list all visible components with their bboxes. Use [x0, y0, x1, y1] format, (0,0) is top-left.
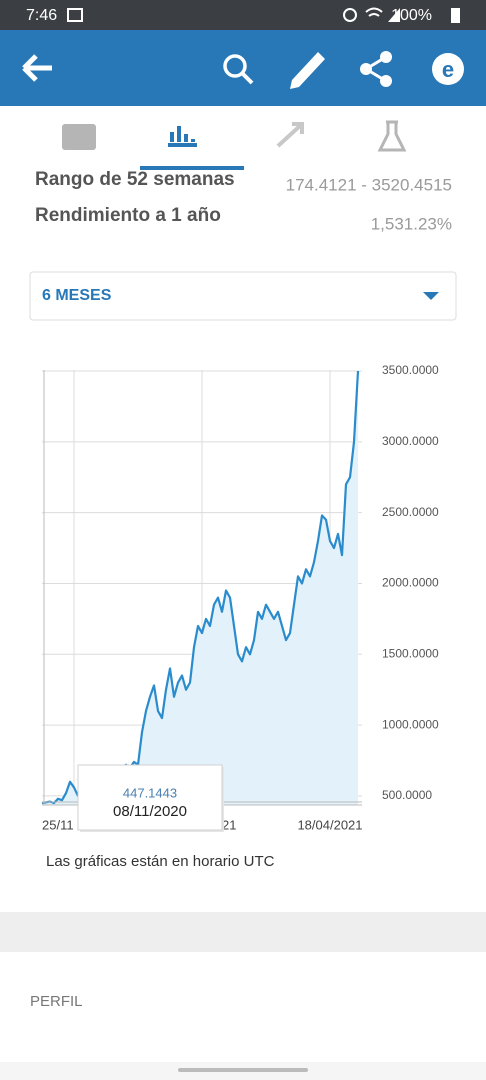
tab-chart[interactable] [168, 126, 197, 147]
status-time: 7:46 [26, 7, 57, 24]
edit-button[interactable] [290, 52, 325, 89]
y-tick-label: 1000.0000 [382, 717, 439, 731]
y-tick-label: 2000.0000 [382, 576, 439, 590]
stat-value: 1,531.23% [371, 214, 452, 233]
tooltip-value: 447.1443 [123, 785, 177, 800]
period-dropdown[interactable] [29, 271, 457, 321]
signal-icon [388, 8, 400, 22]
tooltip [77, 764, 223, 831]
battery-text: 100% [391, 7, 432, 24]
battery-icon [451, 8, 460, 23]
back-button[interactable] [22, 54, 52, 82]
stat-label: Rendimiento a 1 año [35, 205, 221, 226]
chart: 500.0000 1000.0000 1500.0000 2000.0000 2500.… [41, 360, 439, 832]
svg-text:e: e [442, 57, 454, 82]
y-tick-label: 500.0000 [382, 788, 432, 802]
gallery-icon [67, 8, 83, 22]
y-tick-label: 2500.0000 [382, 505, 439, 519]
tab-analysis[interactable] [377, 120, 407, 152]
app-bar [0, 30, 486, 106]
home-indicator [178, 1068, 308, 1072]
tab-technical[interactable] [276, 122, 304, 148]
tooltip-date: 08/11/2020 [113, 803, 187, 820]
logo-button[interactable] [432, 53, 464, 85]
active-tab-indicator [140, 166, 244, 170]
period-label: 6 MESES [42, 287, 112, 304]
x-tick-label: 25/11 [42, 817, 74, 832]
x-tick-label: 18/04/2021 [297, 817, 362, 832]
x-tick-label: 21 [222, 817, 236, 832]
section-title: PERFIL [30, 993, 83, 1010]
stat-value: 174.4121 - 3520.4515 [286, 175, 452, 194]
y-tick-label: 3500.0000 [382, 363, 439, 377]
y-tick-label: 3000.0000 [382, 434, 439, 448]
dropdown-arrow [423, 292, 439, 300]
tab-overview[interactable] [62, 124, 96, 150]
section-divider [0, 912, 486, 952]
chart-note: Las gráficas están en horario UTC [46, 853, 275, 870]
stat-label: Rango de 52 semanas [35, 169, 235, 190]
alarm-icon [343, 8, 357, 22]
search-button[interactable] [223, 54, 247, 78]
area [42, 371, 358, 805]
wifi-icon [365, 7, 383, 17]
y-tick-label: 1500.0000 [382, 646, 439, 660]
